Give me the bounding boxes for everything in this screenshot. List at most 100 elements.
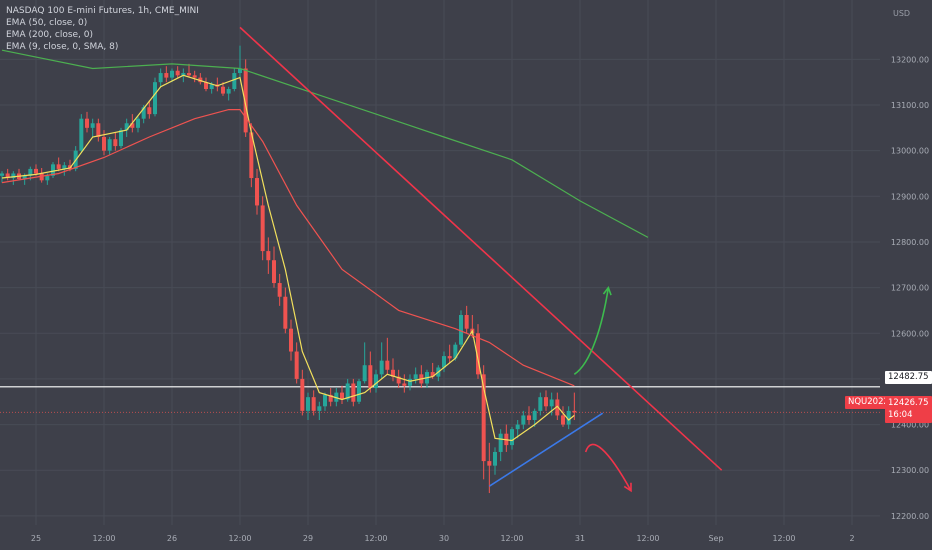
candle-body	[260, 205, 265, 252]
time-axis: 25 12:00 26 12:00 29 12:00 30 12:00 31 12:00 Sep 12…	[31, 534, 855, 543]
symbol-badge: NQU2022	[845, 396, 892, 409]
y-tick-label: 13100.00	[891, 101, 929, 110]
candle-body	[34, 168, 38, 174]
chart-legend: NASDAQ 100 E-mini Futures, 1h, CME_MINI …	[6, 5, 199, 53]
x-tick-label: 30	[439, 534, 449, 543]
arrowhead[interactable]	[623, 482, 632, 493]
last-price-value: 12426.75	[888, 398, 929, 408]
candle-body	[28, 168, 33, 176]
y-tick-label: 12200.00	[891, 512, 929, 521]
candle-body	[493, 451, 497, 466]
candle-body	[255, 178, 259, 206]
candle-body	[124, 123, 129, 131]
candle-body	[532, 410, 537, 420]
y-tick-label: 12300.00	[891, 466, 929, 475]
candle-body	[396, 376, 401, 384]
drawings[interactable]	[239, 26, 723, 493]
x-tick-label: 2	[849, 534, 854, 543]
candle-body	[272, 260, 276, 284]
x-tick-label: 25	[31, 534, 41, 543]
candle-body	[510, 429, 514, 446]
candle-body	[300, 378, 305, 411]
candle-body	[323, 394, 327, 407]
candle-body	[527, 415, 531, 420]
arrowhead[interactable]	[602, 285, 612, 296]
chart-title: NASDAQ 100 E-mini Futures, 1h, CME_MINI	[6, 6, 199, 16]
candle-body	[402, 383, 407, 386]
candle-body	[62, 165, 67, 169]
candle-body	[5, 173, 10, 179]
candle-body	[481, 374, 486, 462]
candle-body	[11, 173, 16, 179]
legend-ema-9[interactable]: EMA (9, close, 0, SMA, 8)	[6, 42, 119, 52]
candle-body	[464, 315, 469, 329]
candle-body	[328, 394, 333, 402]
candle-body	[317, 406, 322, 411]
arrow-curve[interactable]	[573, 287, 610, 376]
candle-body	[243, 68, 248, 133]
candle-body	[130, 123, 135, 128]
x-tick-label: 12:00	[364, 534, 387, 543]
candle-body	[0, 173, 4, 176]
candle-body	[198, 77, 203, 83]
y-tick-label: 12800.00	[891, 238, 929, 247]
grid-lines	[0, 0, 880, 525]
candle-body	[572, 410, 577, 413]
x-tick-label: 12:00	[92, 534, 115, 543]
candle-body	[447, 356, 452, 359]
legend-ema-200[interactable]: EMA (200, close, 0)	[6, 30, 94, 40]
candle-body	[232, 73, 237, 90]
candle-body	[515, 424, 520, 430]
candle-body	[136, 118, 140, 128]
horizontal-price-line[interactable]	[0, 386, 880, 413]
candle-body	[113, 139, 118, 147]
candle-body	[158, 73, 163, 83]
candle-body	[102, 136, 106, 151]
ema-line	[1, 49, 649, 238]
y-tick-label: 12600.00	[891, 329, 929, 338]
arrow-curve[interactable]	[584, 443, 632, 492]
candle-body	[521, 415, 526, 425]
y-tick-label: 12400.00	[891, 421, 929, 430]
candle-body	[181, 73, 186, 76]
candle-body	[187, 73, 191, 76]
candle-body	[374, 374, 378, 389]
candle-body	[306, 397, 310, 411]
trend-line[interactable]	[239, 26, 723, 471]
x-tick-label: 12:00	[772, 534, 795, 543]
candle-body	[39, 173, 44, 181]
candle-body	[85, 118, 89, 128]
trend-line[interactable]	[488, 412, 604, 487]
horizontal-line-price-badge: 12482.75	[885, 371, 932, 384]
candle-body	[362, 365, 367, 382]
price-axis: 13200.00 13100.00 13000.00 12900.00 12800.00…	[891, 55, 929, 521]
candle-body	[226, 89, 231, 94]
candle-body	[192, 75, 197, 78]
candle-body	[379, 360, 384, 375]
candle-body	[345, 383, 350, 400]
ema-line	[1, 74, 575, 442]
candle-body	[476, 333, 480, 375]
candle-body	[408, 378, 412, 386]
candle-body	[79, 118, 84, 151]
candle-body	[549, 399, 554, 407]
bar-countdown: 16:04	[888, 410, 913, 420]
candle-body	[107, 139, 112, 151]
candle-body	[453, 344, 458, 359]
x-tick-label: 12:00	[500, 534, 523, 543]
candle-body	[487, 461, 492, 466]
legend-ema-50[interactable]: EMA (50, close, 0)	[6, 18, 88, 28]
candle-body	[413, 374, 418, 379]
candle-body	[555, 399, 560, 416]
y-tick-label: 13200.00	[891, 55, 929, 64]
candle-body	[204, 82, 208, 90]
candle-body	[164, 73, 169, 78]
candle-body	[170, 70, 174, 78]
candle-body	[90, 123, 95, 128]
x-tick-label: 26	[167, 534, 177, 543]
candle-body	[221, 86, 225, 94]
candle-body	[538, 397, 543, 411]
candle-body	[385, 360, 390, 370]
candle-body	[442, 356, 446, 368]
